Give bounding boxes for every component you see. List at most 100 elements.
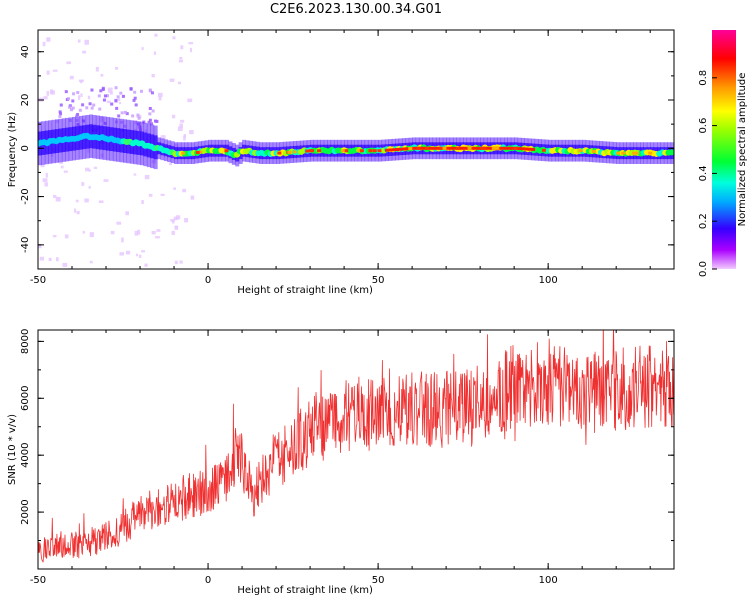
noise-speck — [98, 107, 102, 111]
noise-speck — [125, 112, 129, 116]
noise-speck — [141, 47, 144, 51]
ridge-hot-cell — [520, 147, 525, 151]
noise-speck — [121, 237, 124, 243]
ridge-hot-cell — [317, 149, 322, 153]
noise-speck — [148, 118, 152, 122]
ridge-hot-cell — [479, 146, 484, 150]
ridge-hot-cell — [524, 147, 529, 151]
noise-speck — [190, 47, 193, 53]
ridge-hot-cell — [408, 147, 413, 151]
ridge-hot-cell — [491, 146, 496, 150]
y-axis-label: Frequency (Hz) — [7, 112, 18, 188]
noise-speck — [144, 174, 150, 180]
noise-speck — [137, 116, 141, 120]
noise-speck — [153, 51, 157, 55]
noise-speck — [84, 198, 89, 203]
ridge-hot-cell — [416, 146, 421, 150]
noise-speck — [116, 98, 121, 102]
ridge-hot-cell — [456, 146, 461, 150]
noise-speck — [93, 166, 98, 169]
ridge-hot-cell — [467, 146, 472, 150]
ridge-hot-cell — [412, 146, 417, 150]
noise-speck — [175, 215, 181, 220]
ridge-hot-cell — [482, 146, 487, 150]
ridge-hot-cell — [395, 148, 400, 151]
y-tick-label: 0 — [20, 145, 31, 151]
ridge-hot-cell — [401, 147, 406, 151]
noise-speck — [78, 95, 81, 100]
plot-frame — [37, 329, 675, 570]
noise-speck — [174, 260, 178, 265]
ridge-hot-cell — [635, 151, 640, 155]
noise-speck — [117, 114, 121, 118]
y-tick-label: 40 — [20, 45, 31, 58]
ridge-hot-cell — [308, 149, 313, 153]
noise-speck — [60, 165, 64, 169]
ridge-hot-cell — [418, 146, 423, 150]
ridge-hot-cell — [224, 149, 229, 153]
x-tick-label: 0 — [205, 575, 211, 586]
colorbar-gradient — [712, 30, 736, 269]
y-tick-label: 6000 — [20, 386, 31, 411]
noise-speck — [154, 33, 158, 37]
noise-speck — [42, 178, 48, 183]
x-tick-label: 0 — [205, 275, 211, 286]
noise-speck — [151, 73, 155, 78]
noise-speck — [40, 163, 45, 168]
noise-speck — [133, 90, 137, 94]
spectrogram-plot: -50 0 50 100 -40 -20 0 20 40 Height of straight l… — [7, 29, 675, 296]
noise-speck — [110, 102, 114, 106]
noise-speck — [116, 221, 122, 225]
noise-speck — [188, 42, 194, 45]
noise-speck — [68, 105, 72, 109]
noise-speck — [76, 91, 80, 95]
ridge-hot-cell — [195, 150, 200, 154]
ridge-hot-cell — [388, 148, 393, 152]
noise-speck — [80, 80, 83, 84]
noise-speck — [84, 39, 89, 45]
snr-plot: -50 0 50 100 2000 4000 6000 8000 Height of strai… — [7, 329, 675, 596]
ridge-hot-cell — [305, 149, 310, 153]
noise-speck — [132, 98, 136, 102]
noise-speck — [151, 230, 156, 235]
noise-speck — [88, 102, 92, 106]
noise-speck — [81, 103, 85, 107]
noise-speck — [101, 86, 105, 90]
noise-speck — [157, 92, 163, 97]
ridge-hot-cell — [591, 149, 596, 153]
y-tick-label: 4000 — [20, 442, 31, 467]
noise-speck — [55, 196, 61, 202]
noise-speck — [190, 195, 195, 200]
noise-speck — [45, 172, 48, 178]
noise-speck — [99, 89, 103, 93]
noise-speck — [172, 36, 176, 40]
noise-speck — [144, 263, 148, 267]
noise-speck — [169, 78, 175, 82]
noise-speck — [125, 211, 130, 216]
ridge-hot-cell — [531, 148, 536, 151]
noise-speck — [172, 114, 176, 119]
noise-speck — [92, 103, 96, 107]
noise-speck — [49, 89, 54, 94]
noise-speck — [171, 230, 175, 235]
noise-speck — [173, 187, 177, 190]
noise-speck — [64, 90, 68, 94]
x-tick-label: -50 — [30, 275, 46, 286]
noise-speck — [177, 126, 183, 132]
ridge-hot-cell — [357, 149, 362, 153]
x-tick-label: 50 — [372, 275, 385, 286]
noise-speck — [123, 110, 127, 114]
noise-speck — [155, 236, 160, 239]
snr-field — [38, 330, 674, 563]
noise-speck — [180, 45, 184, 50]
noise-speck — [43, 96, 48, 100]
noise-speck — [59, 103, 63, 107]
noise-speck — [141, 200, 144, 204]
noise-speck — [95, 66, 99, 72]
noise-speck — [87, 95, 91, 100]
noise-speck — [46, 70, 50, 75]
noise-speck — [138, 254, 142, 258]
noise-speck — [71, 99, 75, 103]
ridge-hot-cell — [469, 146, 474, 150]
